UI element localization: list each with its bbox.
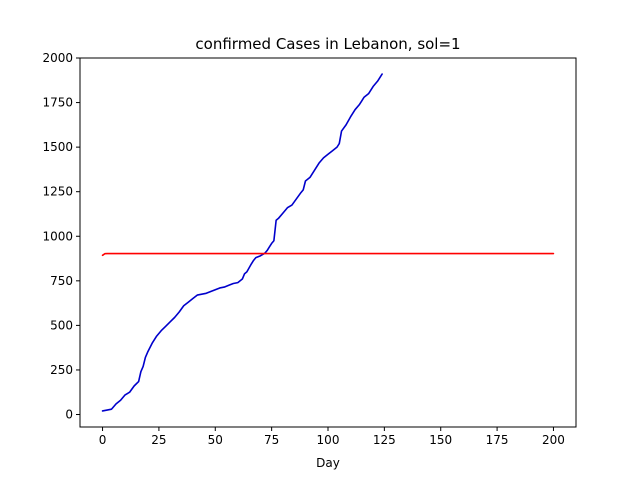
y-tick-label: 2000 — [42, 51, 73, 65]
x-tick-label: 25 — [151, 433, 166, 447]
y-tick-label: 1250 — [42, 185, 73, 199]
x-tick-label: 50 — [208, 433, 223, 447]
y-tick-label: 250 — [50, 363, 73, 377]
y-tick-label: 1750 — [42, 96, 73, 110]
y-tick-label: 500 — [50, 318, 73, 332]
x-axis: 0 25 50 75 100 125 150 175 200 — [99, 427, 565, 447]
x-tick-label: 200 — [542, 433, 565, 447]
chart-title: confirmed Cases in Lebanon, sol=1 — [195, 35, 460, 53]
x-tick-label: 175 — [486, 433, 509, 447]
x-tick-label: 125 — [373, 433, 396, 447]
y-tick-label: 0 — [65, 408, 73, 422]
y-axis: 0 250 500 750 1000 1250 1500 1750 2000 — [42, 51, 80, 422]
series-line-1 — [101, 252, 555, 257]
x-tick-label: 100 — [317, 433, 340, 447]
x-tick-label: 150 — [429, 433, 452, 447]
x-axis-label: Day — [316, 456, 340, 470]
y-tick-label: 1000 — [42, 229, 73, 243]
y-tick-label: 1500 — [42, 140, 73, 154]
plot-frame — [79, 57, 577, 428]
x-tick-label: 75 — [264, 433, 279, 447]
series-line-0 — [101, 73, 383, 412]
y-tick-label: 750 — [50, 274, 73, 288]
x-tick-label: 0 — [99, 433, 107, 447]
series-layer — [101, 73, 555, 412]
